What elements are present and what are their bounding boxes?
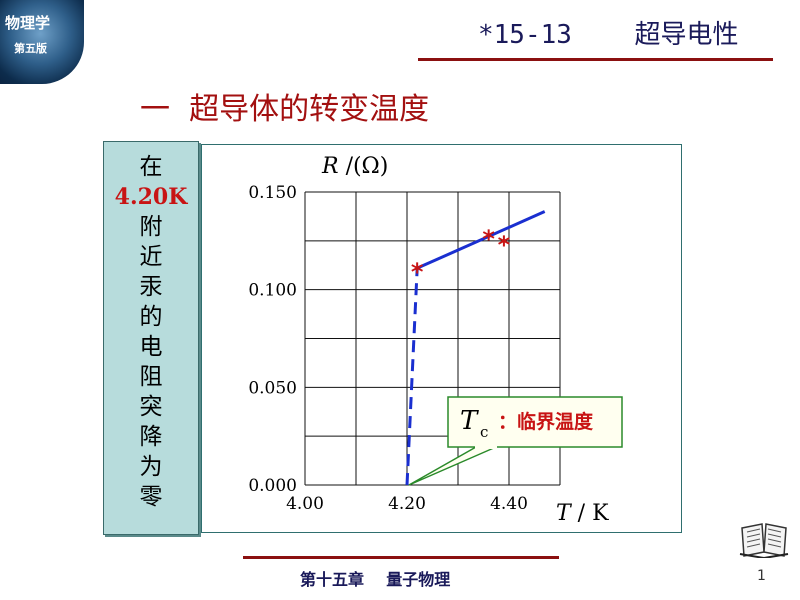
textbook-logo: 物理学 第五版 — [0, 0, 84, 84]
annotation-pointer — [408, 446, 497, 486]
side-caption-char: 电 — [139, 334, 163, 360]
x-tick-label: 4.40 — [490, 494, 528, 514]
annotation-text: ：临界温度 — [498, 410, 594, 433]
y-tick-label: 0.150 — [248, 183, 297, 203]
x-axis-label: T / K — [556, 501, 609, 526]
side-caption-char: 汞 — [139, 274, 163, 300]
side-caption-char: 的 — [139, 304, 163, 330]
page-number: 1 — [757, 568, 766, 584]
series-line-solid — [416, 210, 546, 270]
y-tick-label: 0.050 — [248, 378, 297, 398]
chart-markers: ** * — [411, 225, 511, 286]
header-divider — [418, 58, 773, 61]
side-caption-char: 突 — [139, 394, 163, 420]
annotation-subscript: c — [480, 423, 488, 441]
side-caption-char: 附 — [139, 214, 163, 240]
footer-chapter: 第十五章 量子物理 — [300, 570, 451, 589]
book-icon[interactable] — [738, 518, 790, 558]
side-caption-box: 在 4.20K 附近汞的电阻突降为零 — [103, 141, 199, 535]
side-caption-char: 零 — [139, 484, 163, 510]
axis-labels: R /(Ω) T / K — [321, 154, 609, 526]
annotation-variable: T — [460, 406, 479, 436]
side-caption-char: 降 — [139, 424, 163, 450]
side-caption-line1: 在 — [139, 154, 163, 180]
footer-divider — [243, 556, 559, 559]
side-caption-highlight: 4.20K — [114, 184, 188, 210]
annotation-box — [447, 396, 623, 448]
y-tick-label: 0.100 — [248, 281, 297, 301]
data-point-marker: * — [498, 231, 511, 259]
data-point-marker: * — [411, 258, 424, 286]
logo-title: 物理学 — [5, 14, 51, 32]
data-point-marker: * — [482, 225, 495, 253]
side-caption: 在 4.20K 附近汞的电阻突降为零 — [104, 152, 198, 512]
x-tick-label: 4.20 — [388, 494, 426, 514]
x-tick-label: 4.00 — [286, 494, 324, 514]
chart-series — [405, 210, 546, 486]
y-tick-label: 0.000 — [248, 476, 297, 496]
section-title: 一 超导体的转变温度 — [140, 92, 430, 127]
chart-tick-labels: 4.00 4.20 4.40 0.150 0.100 0.050 0.000 — [248, 183, 528, 514]
logo-subtitle: 第五版 — [14, 42, 47, 55]
series-line-dashed — [405, 268, 419, 486]
side-caption-char: 为 — [139, 454, 163, 480]
page-title: *15-13 超导电性 — [478, 20, 739, 50]
y-axis-label: R /(Ω) — [321, 154, 388, 179]
side-caption-char: 阻 — [139, 364, 163, 390]
side-caption-char: 近 — [139, 244, 163, 270]
annotation-pointer-joint — [475, 445, 497, 449]
